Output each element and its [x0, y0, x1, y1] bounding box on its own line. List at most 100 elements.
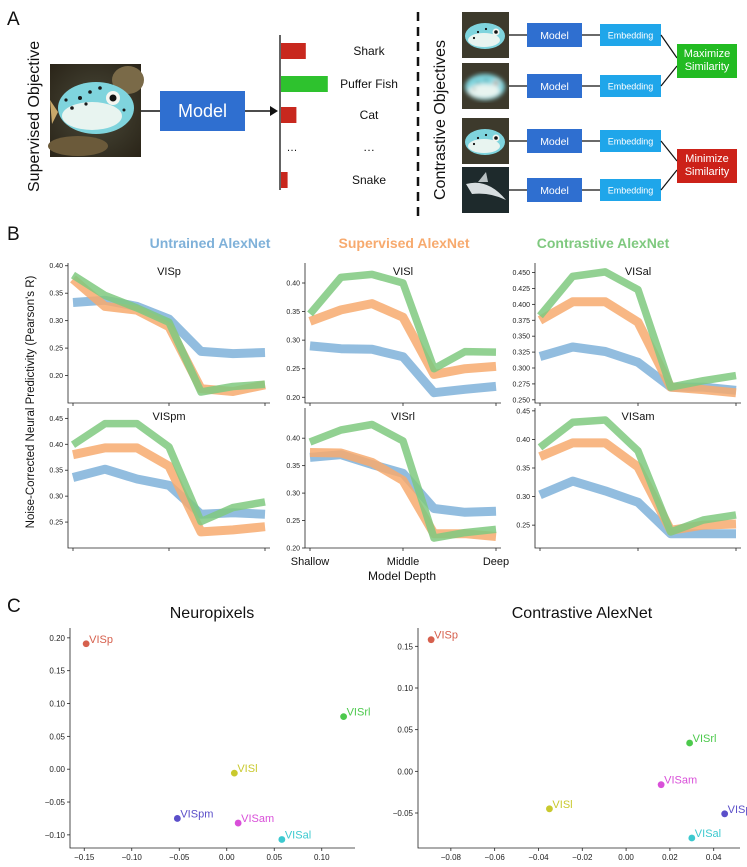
fish-spot: [472, 142, 476, 146]
class-label: Shark: [353, 44, 385, 58]
depth-tick-labels: Shallow Middle Deep: [291, 556, 509, 568]
depth-tick-label: Deep: [483, 556, 509, 568]
minimize-similarity-label: Minimize Similarity: [684, 153, 730, 178]
puffer-fish-thumbnail: [462, 118, 509, 164]
fish-spot: [484, 133, 488, 137]
y-tick-label: −0.05: [393, 809, 414, 818]
legend: Untrained AlexNet Supervised AlexNet Contr…: [150, 235, 670, 251]
class-label: Snake: [352, 173, 386, 187]
point-visp: [82, 640, 90, 648]
series-line-contrastive-alexnet: [70, 271, 266, 396]
panel-label-c: C: [7, 596, 21, 617]
y-tick-label: 0.30: [49, 494, 63, 501]
panel-label-a: A: [7, 9, 20, 30]
subplot-axes: [534, 408, 741, 549]
y-tick-label: 0.25: [49, 346, 63, 353]
y-tick-label: 0.10: [49, 700, 65, 709]
point-label: VISl: [237, 763, 257, 775]
series-line-contrastive-alexnet: [308, 420, 497, 542]
x-tick-label: −0.04: [528, 853, 549, 862]
y-tick-label: 0.425: [512, 286, 530, 293]
embedding-box: [600, 24, 661, 46]
subplots: 0.20 0.25 0.30 0.35 0.40 VISp 0.20 0.25 0.30 0.35…: [49, 263, 741, 553]
panel-label-b: B: [7, 224, 20, 245]
point-visam: [234, 819, 242, 827]
model-box-label: Model: [540, 185, 569, 197]
x-tick-label: −0.15: [74, 853, 95, 862]
y-tick-label: −0.05: [45, 798, 66, 807]
y-tick-label: 0.30: [516, 494, 530, 501]
point-label: VISal: [285, 829, 311, 841]
fish-pupil: [494, 30, 498, 34]
point-label: VISpm: [728, 804, 747, 816]
series-line-supervised-alexnet: [308, 299, 497, 379]
series-line-contrastive-alexnet: [537, 416, 737, 536]
legend-item: Contrastive AlexNet: [537, 235, 670, 251]
arrow-head: [270, 106, 278, 116]
point-visam: [657, 781, 665, 789]
subplot-visrl: 0.20 0.25 0.30 0.35 0.40 VISrl: [286, 408, 501, 553]
x-tick-label: 0.04: [706, 853, 722, 862]
fish-spot: [472, 36, 476, 40]
point-vispm: [721, 810, 729, 818]
y-tick-label: 0.35: [516, 466, 530, 473]
point-label: VISp: [89, 634, 113, 646]
point-label: VISam: [241, 813, 274, 825]
scatter-axes: [69, 628, 355, 849]
series-line-contrastive-alexnet: [70, 419, 266, 526]
model-box: [527, 178, 582, 202]
fish-belly: [468, 33, 500, 47]
y-tick-label: 0.35: [286, 463, 300, 470]
fish-spot: [476, 136, 480, 140]
subplot-vispm: 0.25 0.30 0.35 0.40 0.45 VISpm: [49, 408, 270, 551]
point-visl: [230, 769, 238, 777]
fish-spot: [476, 30, 480, 34]
class-bar: [281, 43, 306, 59]
model-box-label: Model: [540, 30, 569, 42]
y-tick-label: 0.05: [397, 726, 413, 735]
shark-shape: [466, 182, 506, 200]
model-box: [527, 23, 582, 47]
y-tick-label: 0.20: [49, 373, 63, 380]
y-tick-label: 0.450: [512, 270, 530, 277]
y-tick-label: 0.25: [286, 366, 300, 373]
subplot-visp: 0.20 0.25 0.30 0.35 0.40 VISp: [49, 263, 270, 406]
y-tick-label: 0.20: [49, 634, 65, 643]
y-tick-label: 0.15: [397, 642, 413, 651]
y-tick-label: 0.20: [286, 546, 300, 553]
class-bar: [281, 107, 297, 123]
embedding-box-label: Embedding: [608, 31, 654, 41]
point-label: VISam: [664, 775, 697, 787]
contrastive-rows: Model Embedding Model Embedding Model Embeddi…: [462, 12, 661, 213]
class-bar-ellipsis: …: [287, 142, 298, 154]
y-tick-label: 0.325: [512, 350, 530, 357]
subplot-visl: 0.20 0.25 0.30 0.35 0.40 VISl: [286, 263, 501, 406]
embedding-box-label: Embedding: [608, 137, 654, 147]
class-label: Puffer Fish: [340, 77, 398, 91]
y-tick-label: 0.30: [49, 318, 63, 325]
y-tick-label: 0.40: [49, 442, 63, 449]
embedding-box-label: Embedding: [608, 186, 654, 196]
model-box-label: Model: [540, 81, 569, 93]
y-tick-label: 0.20: [286, 395, 300, 402]
puffer-fish-blurred-thumbnail: [462, 63, 509, 109]
y-axis-label-b: Noise-Corrected Neural Predictivity (Pea…: [25, 275, 37, 528]
y-tick-label: 0.25: [516, 523, 530, 530]
series-line-contrastive-alexnet: [307, 270, 497, 373]
fish-shape: [465, 23, 505, 49]
point-visrl: [686, 739, 694, 747]
puffer-fish-image: [48, 64, 144, 157]
series-line-supervised-alexnet: [309, 448, 497, 541]
y-tick-label: 0.275: [512, 381, 530, 388]
point-vispm: [173, 815, 181, 822]
model-box: [527, 129, 582, 153]
point-label: VISl: [552, 799, 572, 811]
scatter-plots: −0.15 −0.10 −0.05 0.00 0.05 0.10 −0.10 −0.05 0.0…: [45, 628, 747, 862]
model-box-supervised: [160, 91, 245, 131]
y-tick-label: 0.15: [49, 667, 65, 676]
embedding-box-label: Embedding: [608, 82, 654, 92]
y-tick-label: 0.45: [49, 416, 63, 423]
point-label: VISrl: [693, 733, 717, 745]
y-tick-label: 0.300: [512, 366, 530, 373]
